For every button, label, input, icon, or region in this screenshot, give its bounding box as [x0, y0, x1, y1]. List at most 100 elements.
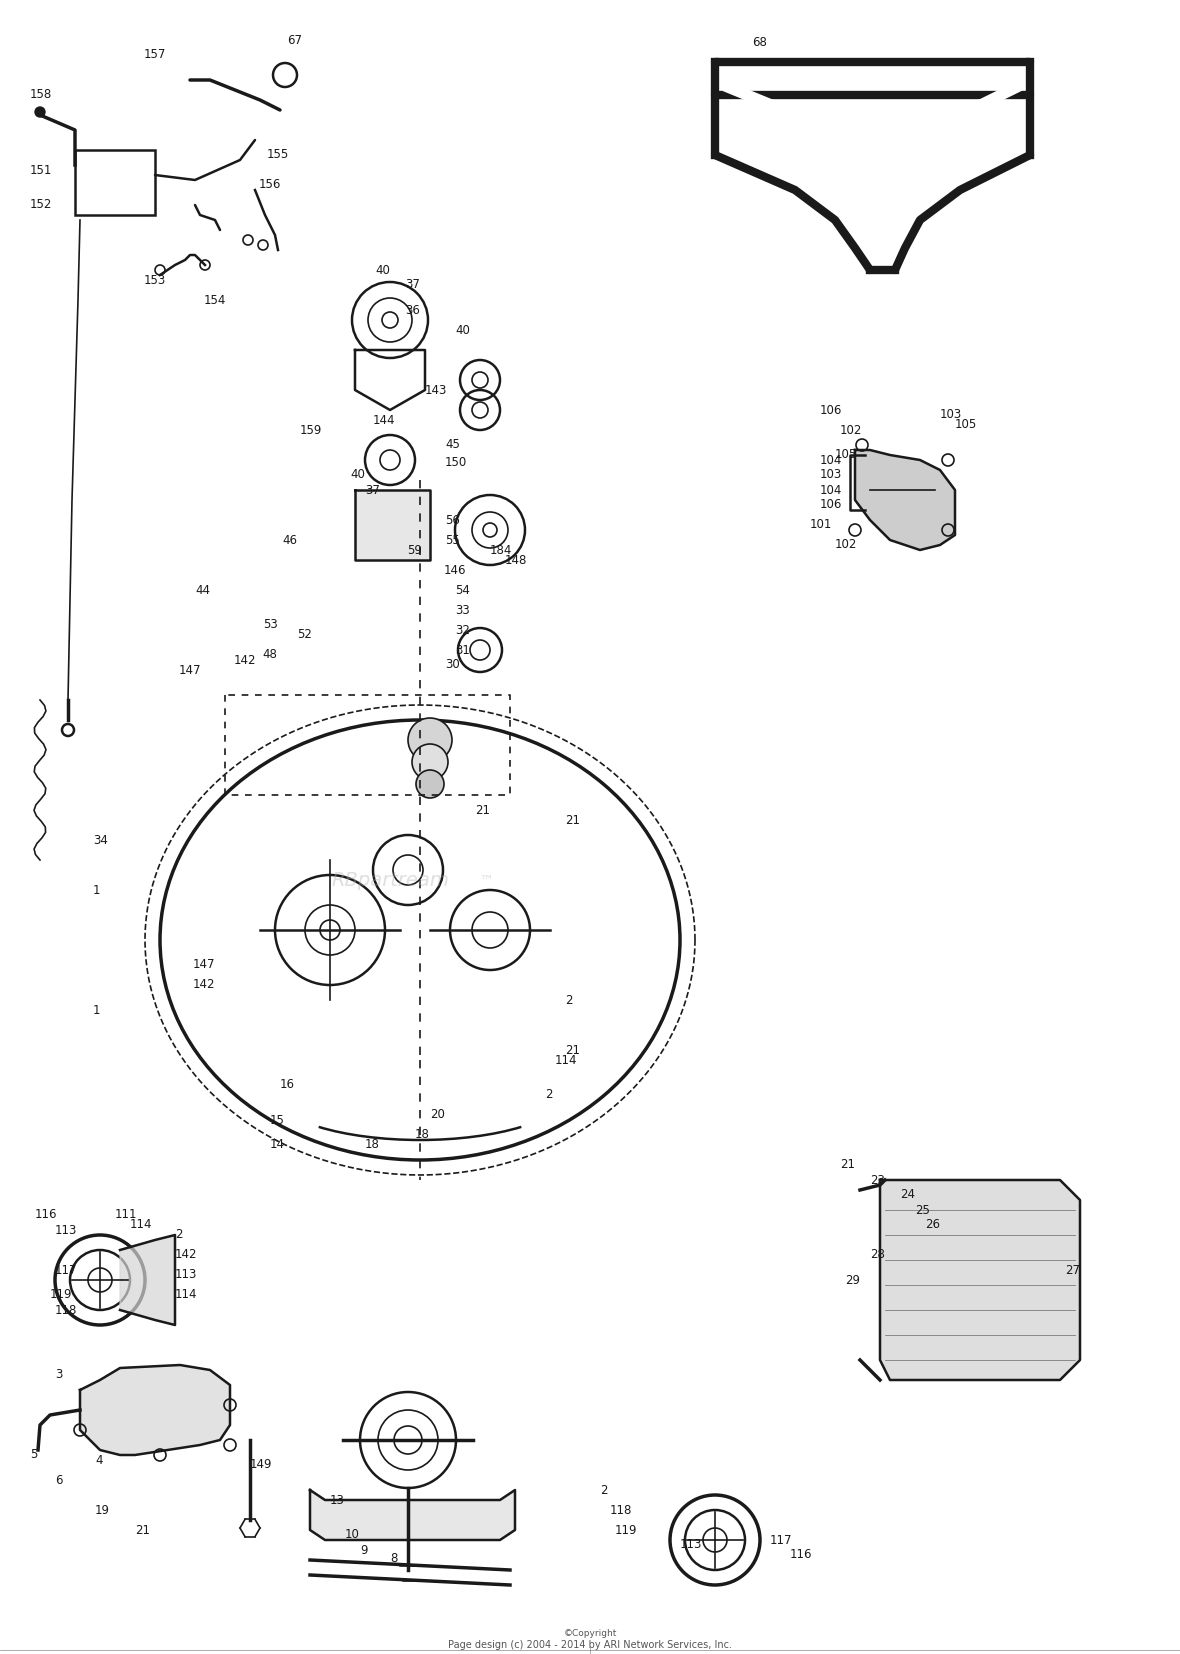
Text: 149: 149: [250, 1459, 273, 1472]
Polygon shape: [880, 1179, 1080, 1379]
Text: 25: 25: [914, 1204, 930, 1216]
Text: 113: 113: [680, 1538, 702, 1551]
Text: 116: 116: [35, 1209, 58, 1222]
Text: 155: 155: [267, 149, 289, 162]
Text: 148: 148: [505, 554, 527, 567]
Text: 158: 158: [30, 89, 52, 101]
Text: 21: 21: [565, 814, 581, 827]
Text: 117: 117: [55, 1264, 78, 1277]
Text: 40: 40: [350, 468, 365, 481]
Text: 101: 101: [809, 518, 832, 531]
Text: 32: 32: [455, 624, 470, 637]
Text: 103: 103: [820, 468, 843, 481]
Text: 68: 68: [753, 35, 767, 48]
Text: 67: 67: [288, 33, 302, 46]
Text: 16: 16: [280, 1078, 295, 1092]
Text: 147: 147: [194, 959, 216, 971]
Text: 106: 106: [820, 404, 843, 417]
Text: 116: 116: [789, 1548, 813, 1561]
Text: 21: 21: [565, 1044, 581, 1057]
Text: 33: 33: [455, 604, 470, 617]
Text: RBpartream: RBpartream: [332, 870, 448, 890]
Text: 30: 30: [445, 658, 460, 672]
Text: 114: 114: [130, 1219, 152, 1232]
Text: 114: 114: [555, 1054, 577, 1067]
Text: 143: 143: [425, 384, 447, 397]
Text: 106: 106: [820, 498, 843, 511]
Polygon shape: [730, 69, 1015, 88]
Text: Page design (c) 2004 - 2014 by ARI Network Services, Inc.: Page design (c) 2004 - 2014 by ARI Netwo…: [448, 1641, 732, 1651]
Circle shape: [35, 108, 45, 117]
Text: 142: 142: [175, 1249, 197, 1262]
Text: ©Copyright: ©Copyright: [563, 1629, 617, 1637]
Text: 45: 45: [445, 438, 460, 452]
Text: 153: 153: [144, 273, 166, 286]
Text: 3: 3: [55, 1368, 63, 1381]
Text: 28: 28: [870, 1249, 885, 1262]
Text: 113: 113: [55, 1224, 78, 1237]
Text: 150: 150: [445, 455, 467, 468]
Text: 184: 184: [490, 544, 512, 556]
Text: 20: 20: [430, 1108, 445, 1121]
Text: 5: 5: [30, 1449, 38, 1462]
Text: 1: 1: [93, 1004, 100, 1017]
Text: 156: 156: [258, 179, 281, 192]
Text: 144: 144: [373, 414, 395, 427]
Text: 48: 48: [263, 648, 277, 662]
Text: 151: 151: [30, 164, 52, 177]
Text: 104: 104: [820, 483, 843, 496]
Text: 52: 52: [297, 629, 313, 642]
Text: ™: ™: [480, 873, 494, 887]
Text: 2: 2: [175, 1229, 183, 1242]
Text: 59: 59: [407, 544, 422, 556]
Text: 44: 44: [195, 584, 210, 597]
Text: 36: 36: [405, 303, 420, 316]
Text: 53: 53: [263, 619, 277, 632]
Text: 1: 1: [93, 883, 100, 896]
Text: 2: 2: [565, 994, 572, 1007]
Text: 26: 26: [925, 1219, 940, 1232]
Text: 10: 10: [345, 1528, 360, 1542]
Text: 18: 18: [415, 1128, 430, 1141]
Text: 55: 55: [445, 534, 460, 546]
Polygon shape: [310, 1490, 514, 1540]
Text: 14: 14: [270, 1138, 286, 1151]
Text: 102: 102: [840, 423, 863, 437]
Text: 31: 31: [455, 643, 470, 657]
Text: 103: 103: [940, 409, 962, 422]
Text: 142: 142: [194, 979, 216, 991]
Circle shape: [412, 744, 448, 781]
Text: 8: 8: [391, 1551, 398, 1565]
Text: 2: 2: [545, 1088, 552, 1102]
Text: 105: 105: [835, 448, 857, 461]
Circle shape: [417, 771, 444, 797]
Text: 18: 18: [365, 1138, 380, 1151]
Text: 46: 46: [282, 534, 297, 546]
Text: 54: 54: [455, 584, 470, 597]
Text: 34: 34: [93, 834, 107, 847]
Circle shape: [408, 718, 452, 762]
Polygon shape: [120, 1236, 175, 1325]
Text: 21: 21: [476, 804, 490, 817]
Text: 152: 152: [30, 198, 52, 212]
Text: 37: 37: [365, 483, 380, 496]
Text: 40: 40: [375, 263, 391, 276]
Text: 154: 154: [204, 293, 227, 306]
Text: 118: 118: [610, 1503, 632, 1517]
Text: 117: 117: [771, 1533, 793, 1546]
Text: 23: 23: [870, 1173, 885, 1186]
Text: 118: 118: [55, 1303, 78, 1317]
Text: 24: 24: [900, 1189, 914, 1201]
Text: 21: 21: [135, 1523, 150, 1537]
Text: 9: 9: [360, 1543, 367, 1556]
Text: 114: 114: [175, 1288, 197, 1302]
Text: 147: 147: [178, 663, 202, 676]
Text: 104: 104: [820, 453, 843, 466]
Polygon shape: [856, 450, 955, 551]
Text: 142: 142: [234, 653, 256, 667]
Text: 40: 40: [455, 324, 470, 336]
Text: 159: 159: [300, 423, 322, 437]
Text: 27: 27: [1066, 1264, 1080, 1277]
Text: 21: 21: [840, 1158, 856, 1171]
Text: 119: 119: [615, 1523, 637, 1537]
